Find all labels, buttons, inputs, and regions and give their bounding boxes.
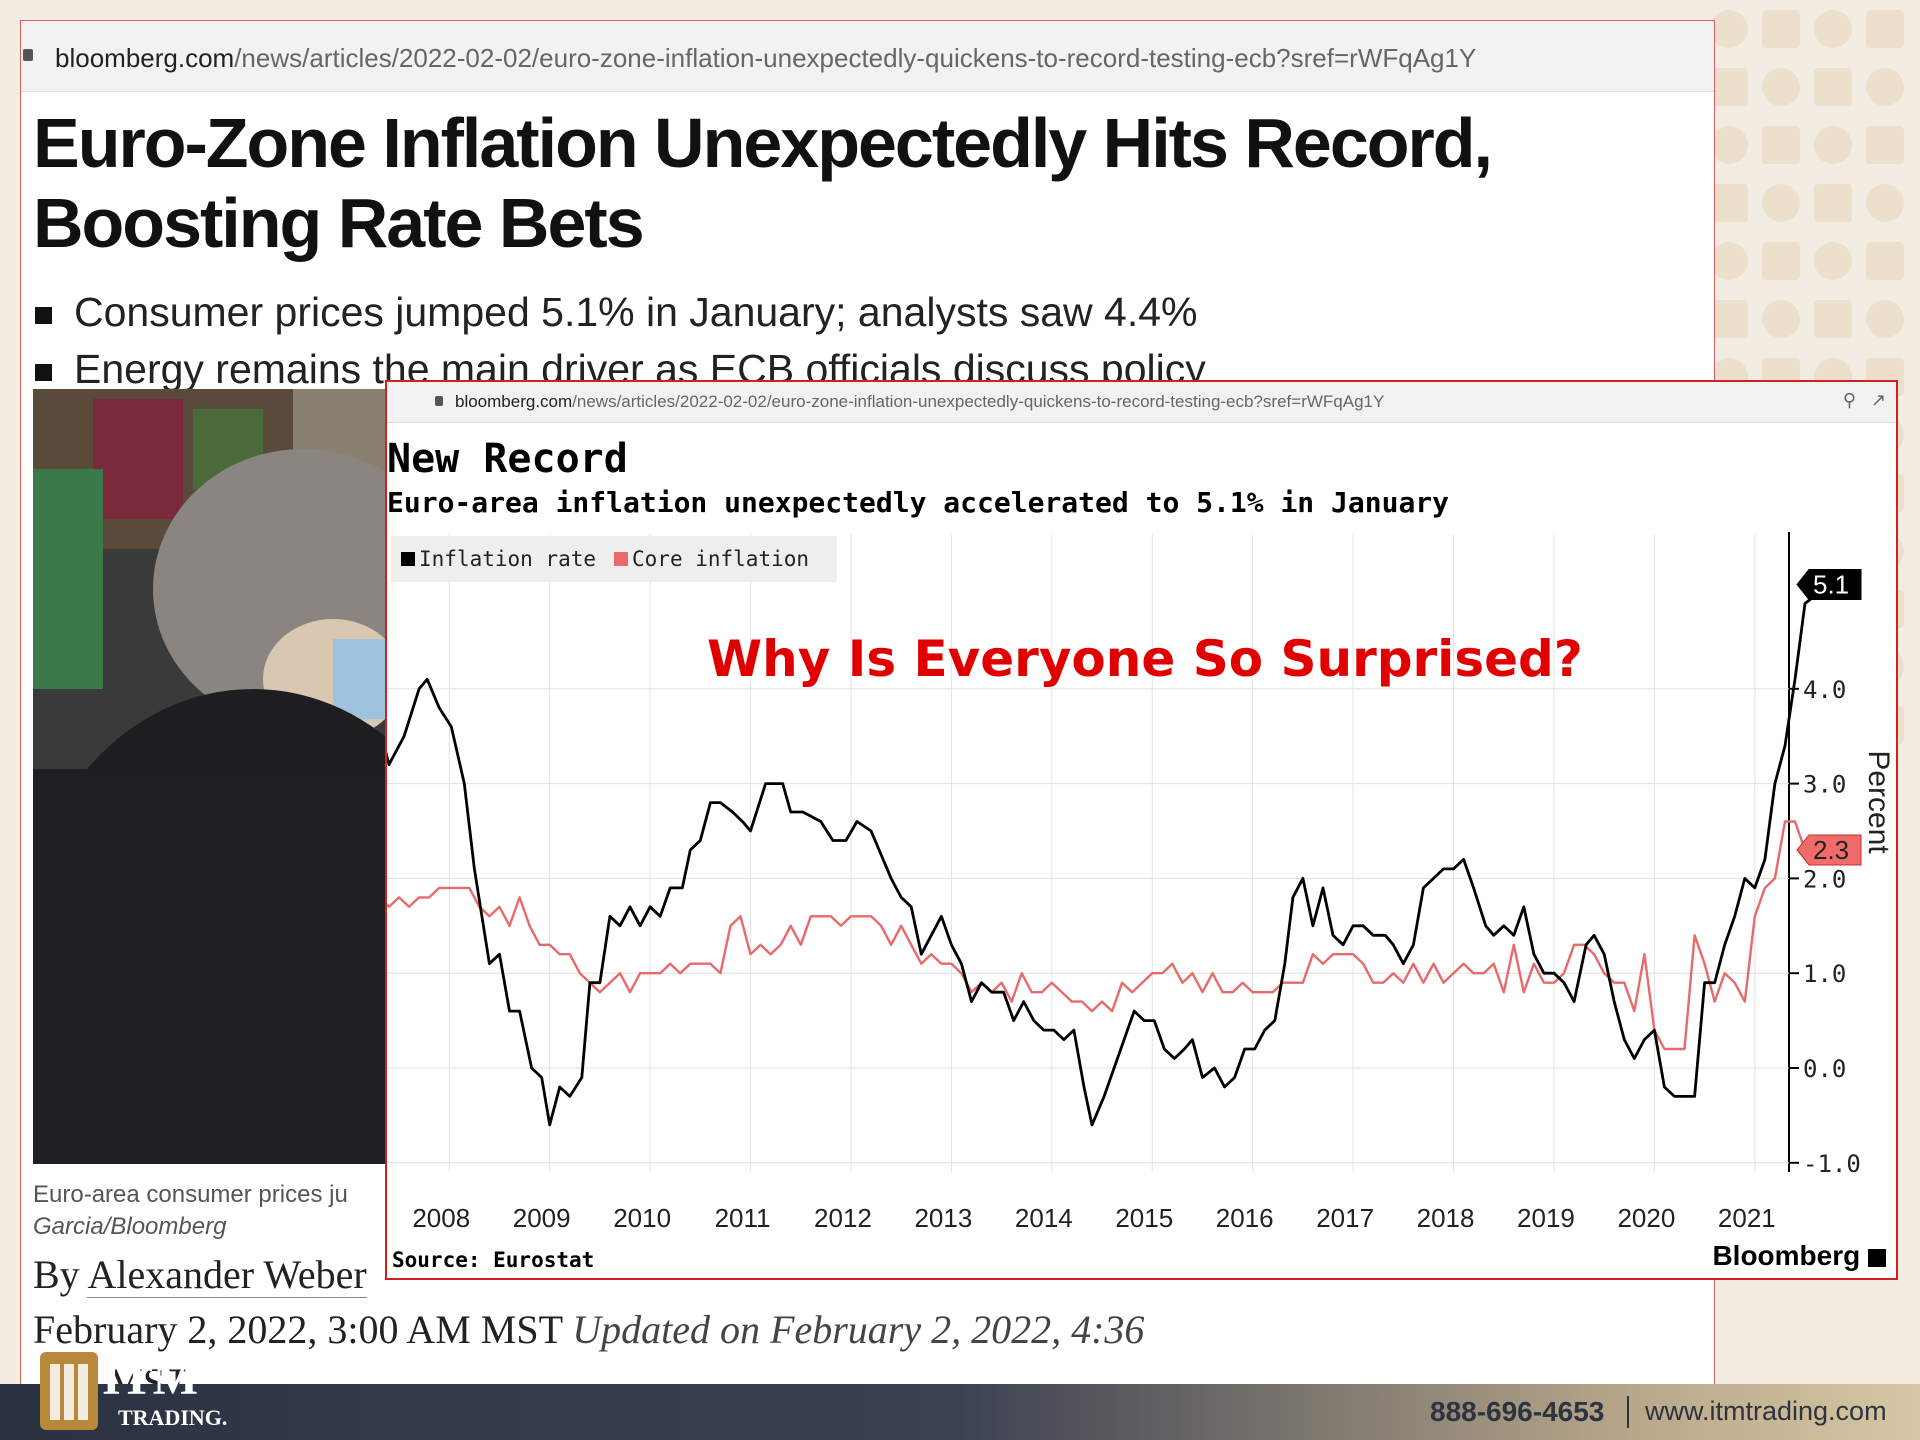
x-tick-label: 2010	[613, 1203, 671, 1233]
x-tick-label: 2009	[513, 1203, 571, 1233]
pattern-tile	[1710, 184, 1748, 222]
x-tick-label: 2016	[1216, 1203, 1274, 1233]
x-tick-label: 2019	[1517, 1203, 1575, 1233]
chart-title: New Record	[387, 436, 628, 482]
bloomberg-logo-icon	[1868, 1248, 1886, 1267]
core-inflation-line	[387, 820, 1807, 1051]
lock-icon	[435, 396, 443, 406]
chart-url-bar[interactable]: bloomberg.com/news/articles/2022-02-02/e…	[387, 382, 1896, 423]
x-tick-label: 2021	[1718, 1203, 1776, 1233]
pattern-tile	[1762, 126, 1800, 164]
pattern-tile	[1710, 68, 1748, 106]
chart-source: Source: Eurostat	[392, 1248, 595, 1272]
pattern-tile	[1814, 242, 1852, 280]
pattern-tile	[1762, 242, 1800, 280]
logo-text-itm: ITM	[102, 1352, 198, 1405]
inflation-rate-line	[387, 583, 1827, 1127]
x-tick-label: 2014	[1015, 1203, 1073, 1233]
bullet-square-icon	[35, 306, 52, 324]
chart-screenshot: bloomberg.com/news/articles/2022-02-02/e…	[385, 380, 1898, 1280]
x-tick-label: 2008	[412, 1203, 470, 1233]
dateline: February 2, 2022, 3:00 AM MST Updated on…	[33, 1307, 1145, 1352]
core-end-label-box	[1796, 834, 1862, 866]
legend-swatch-core	[614, 552, 629, 566]
byline: By Alexander Weber	[33, 1252, 367, 1298]
legend-swatch-inflation	[401, 552, 415, 566]
pattern-tile	[1866, 10, 1904, 48]
lock-icon	[23, 49, 33, 61]
pattern-tile	[1866, 68, 1904, 106]
pattern-tile	[1814, 300, 1852, 338]
pattern-tile	[1710, 242, 1748, 280]
chart-legend: Inflation rate Core inflation	[391, 536, 838, 582]
footer-phone[interactable]: 888-696-4653	[1430, 1396, 1605, 1427]
chart-brand: Bloomberg	[1712, 1240, 1886, 1272]
y-tick-label: 1.0	[1803, 960, 1846, 988]
pattern-tile	[1762, 68, 1800, 106]
inflation-end-label-box	[1796, 569, 1862, 601]
core-end-label: 2.3	[1813, 835, 1849, 865]
bullet-square-icon	[35, 363, 52, 381]
zoom-icon[interactable]: ⚲	[1842, 390, 1856, 410]
pattern-tile	[1814, 126, 1852, 164]
overlay-annotation: Why Is Everyone So Surprised?	[707, 630, 1583, 688]
footer-separator	[1627, 1396, 1629, 1428]
pattern-tile	[1814, 184, 1852, 222]
itm-trading-logo[interactable]: ITM TRADING.	[40, 1342, 260, 1440]
pattern-tile	[1866, 184, 1904, 222]
pattern-tile	[1762, 10, 1800, 48]
article-url[interactable]: bloomberg.com/news/articles/2022-02-02/e…	[55, 43, 1477, 73]
y-tick-label: 0.0	[1803, 1055, 1846, 1083]
x-tick-label: 2013	[914, 1203, 972, 1233]
bullet-1: Consumer prices jumped 5.1% in January; …	[35, 289, 1197, 336]
x-tick-label: 2018	[1417, 1203, 1475, 1233]
pattern-tile	[1710, 126, 1748, 164]
pattern-tile	[1814, 68, 1852, 106]
pattern-tile	[1710, 10, 1748, 48]
pattern-tile	[1762, 184, 1800, 222]
author-link[interactable]: Alexander Weber	[87, 1252, 367, 1298]
inflation-end-label: 5.1	[1813, 570, 1849, 600]
article-headline: Euro-Zone Inflation Unexpectedly Hits Re…	[33, 104, 1493, 262]
footer-bar	[0, 1384, 1920, 1440]
y-axis-label: Percent	[1862, 750, 1895, 854]
pattern-tile	[1814, 10, 1852, 48]
y-tick-label: 4.0	[1803, 676, 1846, 704]
y-tick-label: -1.0	[1803, 1150, 1861, 1178]
line-chart: 2008 2009 2010 2011 2012 2013 2014 2015 2016 2017…	[387, 532, 1895, 1233]
share-icon[interactable]: ↗	[1870, 390, 1886, 410]
y-tick-label: 3.0	[1803, 771, 1846, 799]
chart-subtitle: Euro-area inflation unexpectedly acceler…	[387, 486, 1450, 519]
pattern-tile	[1866, 242, 1904, 280]
x-tick-label: 2017	[1316, 1203, 1374, 1233]
x-tick-label: 2020	[1617, 1203, 1675, 1233]
legend-item-core: Core inflation	[614, 547, 809, 571]
legend-item-inflation: Inflation rate	[401, 547, 596, 571]
pattern-tile	[1866, 126, 1904, 164]
x-tick-label: 2015	[1115, 1203, 1173, 1233]
footer-website[interactable]: www.itmtrading.com	[1645, 1396, 1887, 1426]
pattern-tile	[1762, 300, 1800, 338]
pattern-tile	[1866, 300, 1904, 338]
article-url-bar[interactable]: bloomberg.com/news/articles/2022-02-02/e…	[21, 21, 1714, 92]
logo-text-trading: TRADING.	[118, 1405, 227, 1430]
x-tick-label: 2011	[715, 1203, 771, 1233]
chart-url[interactable]: bloomberg.com/news/articles/2022-02-02/e…	[455, 392, 1385, 411]
article-photo	[33, 389, 405, 1164]
photo-caption: Euro-area consumer prices ju Garcia/Bloom…	[33, 1181, 348, 1240]
y-tick-label: 2.0	[1803, 865, 1846, 893]
pattern-tile	[1710, 300, 1748, 338]
x-tick-label: 2012	[814, 1203, 872, 1233]
